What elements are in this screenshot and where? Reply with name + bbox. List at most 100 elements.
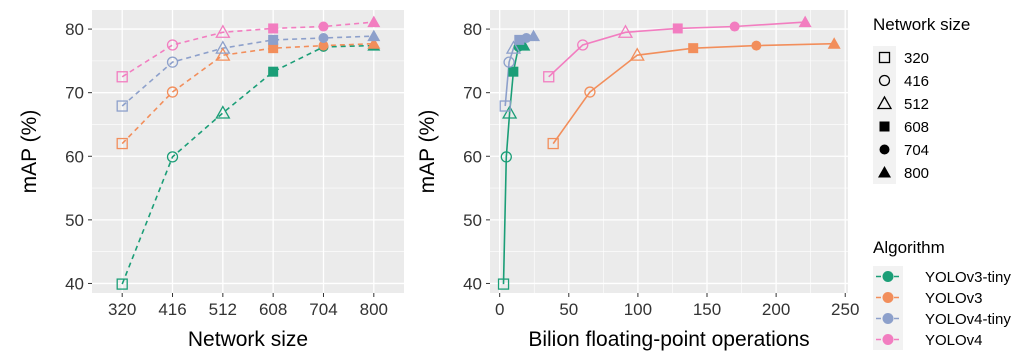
data-point-yolov4-tiny bbox=[116, 100, 128, 112]
data-point-yolov3-tiny bbox=[508, 66, 519, 77]
legend-label-yolov4: YOLOv4 bbox=[925, 332, 983, 349]
data-point-yolov3 bbox=[547, 137, 559, 150]
data-point-yolov4-tiny bbox=[166, 56, 179, 68]
data-point-yolov4 bbox=[798, 15, 812, 28]
y-tick-label: 70 bbox=[463, 84, 482, 103]
legend-label-yolov4-tiny: YOLOv4-tiny bbox=[925, 311, 1011, 328]
plot-background bbox=[92, 10, 404, 293]
data-point-yolov3 bbox=[116, 137, 128, 150]
legend-key bbox=[873, 69, 896, 92]
data-point-yolov4 bbox=[318, 21, 329, 32]
data-point-yolov3 bbox=[268, 43, 279, 54]
y-tick-label: 40 bbox=[463, 274, 482, 293]
series-line-yolov4 bbox=[548, 21, 806, 78]
legend-dot bbox=[882, 313, 894, 324]
series-line-yolov4-tiny bbox=[121, 35, 374, 107]
data-point-yolov4 bbox=[543, 71, 555, 83]
x-tick-label: 608 bbox=[259, 300, 287, 319]
x-tick-label: 416 bbox=[158, 300, 186, 319]
x-tick-label: 0 bbox=[495, 300, 504, 319]
series-line-yolov3 bbox=[121, 42, 374, 145]
data-point-yolov4 bbox=[729, 21, 740, 32]
series-line-yolov3-tiny bbox=[121, 44, 374, 285]
legend-key bbox=[873, 46, 896, 69]
x-tick-label: 200 bbox=[762, 300, 790, 319]
legend-label-320: 320 bbox=[904, 50, 929, 67]
y-tick-label: 40 bbox=[65, 274, 84, 293]
data-point-yolov3 bbox=[215, 47, 231, 61]
data-point-yolov4-tiny bbox=[367, 29, 381, 42]
x-tick-label: 150 bbox=[693, 300, 721, 319]
data-point-yolov3 bbox=[166, 86, 179, 98]
legend-algorithm: Algorithm YOLOv3-tiny YOLOv3 YOLOv4-tiny YOL… bbox=[873, 238, 1011, 350]
legend-label-yolov3: YOLOv3 bbox=[925, 290, 983, 307]
data-point-yolov4 bbox=[215, 24, 231, 38]
data-point-yolov4-tiny bbox=[318, 32, 329, 43]
data-point-yolov3-tiny bbox=[215, 105, 231, 119]
x-tick-label: 100 bbox=[624, 300, 652, 319]
legend-label-512: 512 bbox=[904, 96, 929, 113]
legend-label-800: 800 bbox=[904, 165, 929, 182]
data-point-yolov3 bbox=[367, 37, 381, 49]
y-tick-label: 70 bbox=[65, 84, 84, 103]
legend-marker-704 bbox=[879, 144, 890, 155]
legend-network-size: Network size 320 416 512 608 704 800 bbox=[873, 15, 970, 184]
data-point-yolov3-tiny bbox=[268, 66, 279, 77]
data-point-yolov4-tiny bbox=[527, 29, 541, 42]
data-point-yolov4 bbox=[268, 23, 279, 34]
legend-marker-608 bbox=[879, 121, 890, 132]
legend-label-704: 704 bbox=[904, 142, 929, 159]
data-point-yolov3 bbox=[629, 47, 645, 61]
data-point-yolov3-tiny bbox=[502, 105, 518, 119]
chart-panel-1: 40 50 60 70 80 320 416 512 608 704 800 Network size… bbox=[18, 10, 404, 351]
x-axis-title: Bilion floating-point operations bbox=[528, 328, 809, 351]
legend-dot bbox=[882, 334, 894, 345]
data-point-yolov3 bbox=[688, 43, 699, 54]
data-point-yolov3-tiny bbox=[116, 278, 128, 290]
legend-marker-416 bbox=[878, 74, 891, 87]
data-point-yolov4-tiny bbox=[215, 40, 231, 54]
x-tick-label: 320 bbox=[108, 300, 136, 319]
series-line-yolov3 bbox=[552, 42, 835, 145]
data-point-yolov3-tiny bbox=[497, 278, 510, 290]
y-tick-label: 60 bbox=[65, 147, 84, 166]
legend-dot bbox=[882, 292, 894, 303]
data-point-yolov4 bbox=[617, 24, 634, 38]
legend-marker-512 bbox=[876, 95, 893, 110]
y-tick-label: 80 bbox=[463, 20, 482, 39]
legend-key bbox=[873, 92, 896, 115]
x-tick-label: 800 bbox=[360, 300, 388, 319]
legend-marker-320 bbox=[878, 51, 891, 64]
data-point-yolov4-tiny bbox=[514, 34, 525, 45]
y-tick-label: 50 bbox=[65, 211, 84, 230]
data-point-yolov3 bbox=[584, 86, 596, 98]
data-point-yolov3 bbox=[318, 40, 329, 51]
legend-marker-800 bbox=[878, 166, 891, 178]
y-tick-label: 50 bbox=[463, 211, 482, 230]
legend-title-algorithm: Algorithm bbox=[873, 238, 945, 257]
data-point-yolov4 bbox=[577, 39, 589, 51]
data-point-yolov4 bbox=[367, 15, 381, 28]
data-point-yolov3-tiny bbox=[500, 151, 512, 163]
plot-background bbox=[490, 10, 848, 293]
legend-dot bbox=[882, 271, 894, 282]
legend-label-608: 608 bbox=[904, 119, 929, 136]
data-point-yolov3 bbox=[827, 37, 841, 49]
y-tick-label: 60 bbox=[463, 147, 482, 166]
data-point-yolov4-tiny bbox=[505, 40, 522, 54]
legend-label-416: 416 bbox=[904, 73, 929, 90]
data-point-yolov4 bbox=[166, 39, 179, 51]
data-point-yolov4 bbox=[116, 71, 128, 83]
legend-label-yolov3-tiny: YOLOv3-tiny bbox=[925, 269, 1011, 286]
x-tick-label: 50 bbox=[559, 300, 578, 319]
chart-panel-2: 40 50 60 70 80 0 50 100 150 200 250 Bilion floating… bbox=[416, 10, 859, 351]
data-point-yolov3 bbox=[751, 40, 762, 51]
data-point-yolov4-tiny bbox=[503, 56, 515, 68]
y-axis-title: mAP (%) bbox=[416, 110, 439, 194]
y-axis-title: mAP (%) bbox=[18, 110, 41, 194]
y-tick-label: 80 bbox=[65, 20, 84, 39]
x-tick-label: 704 bbox=[309, 300, 337, 319]
x-axis-title: Network size bbox=[188, 328, 308, 351]
x-tick-label: 512 bbox=[209, 300, 237, 319]
